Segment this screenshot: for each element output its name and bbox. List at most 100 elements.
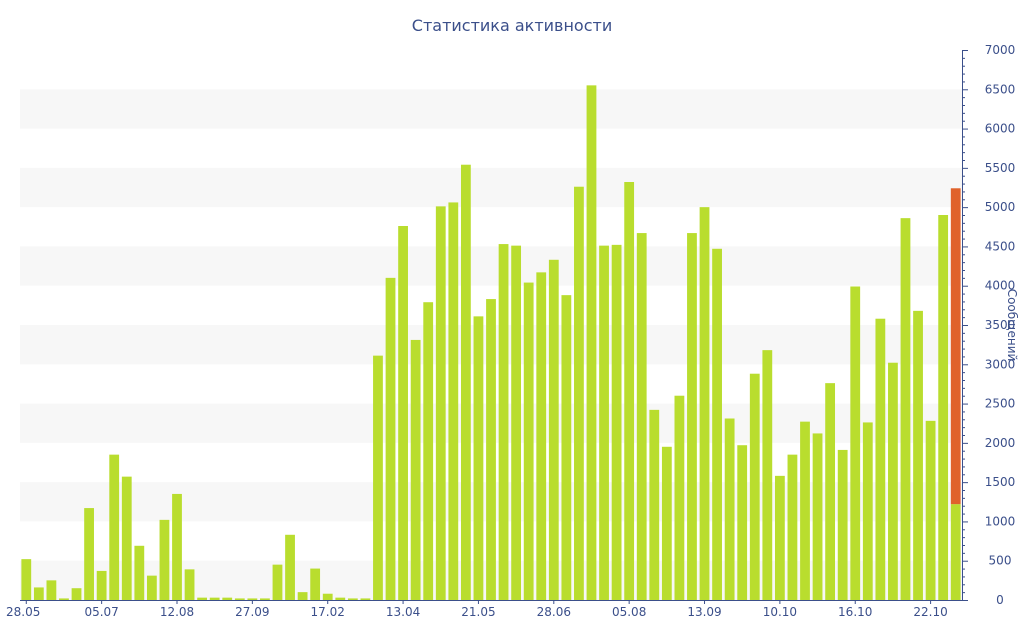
x-tick-label: 13.04 xyxy=(386,605,420,619)
bar xyxy=(837,449,848,600)
bar xyxy=(234,598,245,600)
bar xyxy=(222,597,233,600)
bar xyxy=(800,421,810,600)
bar xyxy=(285,534,295,600)
bar xyxy=(297,592,308,600)
bar xyxy=(260,598,270,600)
bar xyxy=(511,245,522,600)
x-tick-label: 27.09 xyxy=(235,605,269,619)
bar xyxy=(21,559,32,600)
bar xyxy=(498,244,509,601)
bar xyxy=(197,597,208,600)
bar xyxy=(674,395,685,600)
bar xyxy=(71,588,82,600)
grid-band xyxy=(20,167,962,208)
bar xyxy=(373,355,383,600)
bar xyxy=(850,286,861,600)
bar xyxy=(548,259,559,600)
bar-highlight xyxy=(950,188,961,505)
y-tick-label: 6000 xyxy=(985,122,1016,136)
y-tick-label: 3000 xyxy=(985,357,1016,371)
bar xyxy=(523,282,534,600)
bar xyxy=(310,568,321,600)
bar xyxy=(938,215,949,600)
bar xyxy=(787,454,798,600)
bar xyxy=(398,226,408,600)
y-tick-label: 1000 xyxy=(985,514,1016,528)
bar xyxy=(134,545,145,600)
bar xyxy=(172,493,182,600)
bar xyxy=(146,575,157,600)
grid-band xyxy=(20,89,962,129)
bar xyxy=(59,598,69,600)
bar xyxy=(599,245,609,600)
x-tick-label: 12.08 xyxy=(160,605,194,619)
bar xyxy=(687,233,697,601)
y-tick-label: 5500 xyxy=(985,161,1016,175)
bar xyxy=(360,598,371,600)
x-tick-label: 28.05 xyxy=(6,605,40,619)
bar xyxy=(699,207,710,600)
bar xyxy=(473,316,484,600)
y-tick-labels: 0 500 1000 1500 2000 2500 3000 3500 4000 4500 5000… xyxy=(985,43,1016,607)
y-tick-label: 0 xyxy=(996,593,1004,607)
bar xyxy=(712,248,722,601)
y-tick-label: 1500 xyxy=(985,475,1016,489)
x-tick-label: 17.02 xyxy=(311,605,345,619)
y-tick-label: 7000 xyxy=(985,43,1016,57)
bar xyxy=(913,310,923,600)
bar xyxy=(950,504,961,600)
chart-title: Статистика активности xyxy=(412,16,612,35)
bar xyxy=(247,598,258,600)
x-tick-label: 28.06 xyxy=(537,605,571,619)
bar xyxy=(159,519,170,600)
bar xyxy=(875,318,886,600)
x-tick-label: 22.10 xyxy=(913,605,947,619)
bar xyxy=(862,422,873,600)
x-tick-label: 05.07 xyxy=(84,605,118,619)
bar xyxy=(724,418,735,600)
y-tick-label: 6500 xyxy=(985,82,1016,96)
bar xyxy=(486,299,496,600)
bar xyxy=(624,182,635,600)
x-tick-label: 21.05 xyxy=(461,605,495,619)
bar xyxy=(84,508,94,600)
y-tick-label: 4500 xyxy=(985,239,1016,253)
bar xyxy=(812,433,823,600)
bar xyxy=(322,593,333,600)
bar xyxy=(574,186,584,600)
bar xyxy=(335,597,346,600)
bar xyxy=(888,362,898,600)
bar xyxy=(762,350,773,600)
bar xyxy=(774,475,785,600)
bar xyxy=(209,597,220,600)
bar xyxy=(900,218,911,600)
grid-band xyxy=(20,246,962,286)
bar xyxy=(272,564,283,600)
bar xyxy=(649,409,660,600)
y-axis-label: Сообщений xyxy=(1005,289,1019,362)
bar xyxy=(636,233,647,601)
x-tick-label: 16.10 xyxy=(838,605,872,619)
axes xyxy=(20,50,968,604)
y-tick-label: 4000 xyxy=(985,279,1016,293)
bar xyxy=(586,85,597,601)
bar xyxy=(611,244,622,600)
y-tick-label: 2500 xyxy=(985,397,1016,411)
bars xyxy=(21,85,961,601)
bar xyxy=(925,420,936,600)
bar xyxy=(121,476,132,600)
y-tick-label: 5000 xyxy=(985,200,1016,214)
x-tick-label: 05.08 xyxy=(612,605,646,619)
bar xyxy=(347,598,358,600)
bar xyxy=(661,446,672,600)
x-tick-label: 13.09 xyxy=(687,605,721,619)
y-tick-label: 3500 xyxy=(985,318,1016,332)
bar xyxy=(448,202,459,600)
y-tick-label: 500 xyxy=(989,554,1012,568)
bar xyxy=(561,295,572,600)
bar xyxy=(109,454,120,600)
y-tick-label: 2000 xyxy=(985,436,1016,450)
